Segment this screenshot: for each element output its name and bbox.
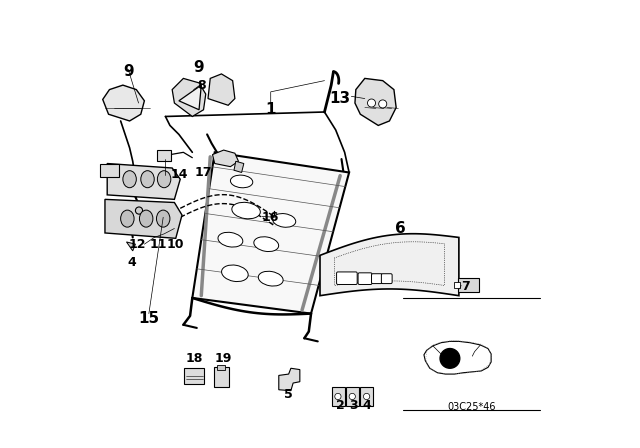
- Ellipse shape: [259, 271, 283, 286]
- Polygon shape: [424, 341, 491, 374]
- Text: 03C25*46: 03C25*46: [447, 402, 495, 412]
- Text: 8: 8: [197, 78, 205, 92]
- Circle shape: [440, 349, 460, 368]
- Polygon shape: [105, 199, 182, 238]
- Ellipse shape: [121, 210, 134, 227]
- Polygon shape: [192, 152, 349, 314]
- Polygon shape: [208, 74, 235, 105]
- Ellipse shape: [157, 171, 171, 188]
- Text: 16: 16: [262, 211, 280, 224]
- Ellipse shape: [230, 175, 253, 188]
- FancyBboxPatch shape: [458, 278, 479, 292]
- FancyBboxPatch shape: [358, 273, 372, 284]
- FancyBboxPatch shape: [100, 164, 119, 177]
- Polygon shape: [179, 85, 202, 110]
- Ellipse shape: [140, 210, 153, 227]
- Text: 4: 4: [127, 255, 136, 269]
- Polygon shape: [108, 164, 180, 199]
- Text: 9: 9: [123, 64, 134, 79]
- Text: 15: 15: [138, 310, 159, 326]
- Text: 10: 10: [167, 237, 184, 251]
- Circle shape: [335, 393, 341, 400]
- Text: 4: 4: [363, 399, 371, 412]
- Text: 13: 13: [330, 91, 351, 106]
- Text: 6: 6: [396, 221, 406, 236]
- Ellipse shape: [141, 171, 154, 188]
- Text: 7: 7: [461, 280, 470, 293]
- Polygon shape: [320, 234, 459, 296]
- Text: 17: 17: [195, 166, 212, 179]
- FancyBboxPatch shape: [381, 274, 392, 284]
- Circle shape: [379, 100, 387, 108]
- Text: 1: 1: [266, 102, 276, 117]
- Text: 12: 12: [129, 237, 147, 251]
- Text: 3: 3: [349, 399, 358, 412]
- Text: 9: 9: [194, 60, 204, 75]
- FancyBboxPatch shape: [360, 387, 373, 406]
- Polygon shape: [234, 161, 244, 172]
- FancyBboxPatch shape: [214, 367, 229, 387]
- Ellipse shape: [221, 265, 248, 281]
- Text: 18: 18: [186, 352, 204, 365]
- FancyBboxPatch shape: [332, 387, 345, 406]
- Polygon shape: [127, 242, 136, 251]
- Text: 2: 2: [336, 399, 344, 412]
- Text: 14: 14: [170, 168, 188, 181]
- Ellipse shape: [123, 171, 136, 188]
- FancyBboxPatch shape: [337, 272, 357, 284]
- Text: 11: 11: [149, 237, 166, 251]
- Polygon shape: [279, 368, 300, 391]
- FancyBboxPatch shape: [346, 387, 359, 406]
- Polygon shape: [103, 85, 145, 121]
- FancyBboxPatch shape: [157, 150, 172, 161]
- Ellipse shape: [218, 233, 243, 247]
- Circle shape: [367, 99, 376, 107]
- Circle shape: [364, 393, 370, 400]
- Text: 19: 19: [215, 352, 232, 365]
- FancyBboxPatch shape: [454, 282, 460, 288]
- Ellipse shape: [254, 237, 278, 251]
- Ellipse shape: [232, 202, 260, 219]
- Polygon shape: [172, 78, 206, 116]
- Text: 5: 5: [284, 388, 293, 401]
- FancyBboxPatch shape: [371, 274, 382, 284]
- Polygon shape: [355, 78, 396, 125]
- Ellipse shape: [273, 214, 296, 227]
- Polygon shape: [212, 150, 239, 167]
- Ellipse shape: [157, 210, 170, 227]
- FancyBboxPatch shape: [184, 368, 204, 384]
- Circle shape: [349, 393, 355, 400]
- FancyBboxPatch shape: [218, 365, 225, 370]
- Circle shape: [136, 207, 143, 214]
